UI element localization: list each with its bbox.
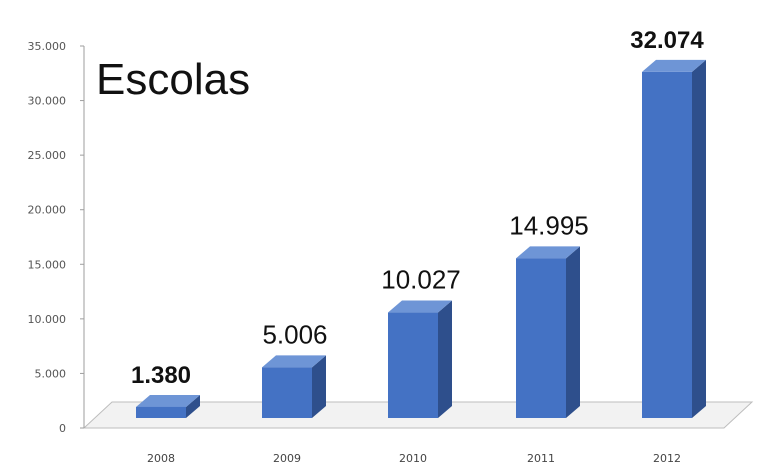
x-tick-label: 2008 (147, 452, 175, 465)
bar-top (262, 355, 326, 368)
bar (642, 59, 706, 418)
x-tick-label: 2012 (653, 452, 681, 465)
y-tick-label: 25.000 (28, 149, 67, 162)
bar-side (438, 300, 452, 418)
y-tick-label: 5.000 (35, 367, 67, 380)
bar-front (642, 71, 692, 418)
y-tick-label: 35.000 (28, 40, 67, 53)
bar-front (388, 312, 438, 418)
bar-front (136, 406, 186, 418)
bar-top (642, 59, 706, 72)
y-tick-label: 10.000 (28, 313, 67, 326)
bar-side (692, 59, 706, 418)
y-tick-label: 20.000 (28, 204, 67, 217)
x-axis-ticks: 2008 2009 2010 2011 2012 (147, 452, 681, 465)
data-label: 5.006 (262, 319, 327, 349)
bar-side (566, 246, 580, 418)
bar (516, 246, 580, 418)
bar-front (516, 258, 566, 418)
bars (136, 59, 706, 418)
y-tick-label: 15.000 (28, 258, 67, 271)
y-tick-label: 0 (59, 422, 66, 435)
data-label: 14.995 (509, 210, 589, 240)
data-label: 10.027 (381, 265, 461, 295)
bar-top (516, 246, 580, 259)
bar-top (136, 394, 200, 407)
x-tick-label: 2011 (527, 452, 555, 465)
y-tick-label: 30.000 (28, 95, 67, 108)
data-label: 1.380 (131, 362, 191, 389)
bar (136, 394, 200, 418)
bar-side (312, 355, 326, 418)
x-tick-label: 2010 (399, 452, 427, 465)
bar (262, 355, 326, 418)
x-tick-label: 2009 (273, 452, 301, 465)
chart-title: Escolas (96, 55, 250, 104)
data-labels: 1.380 5.006 10.027 14.995 32.074 (131, 27, 704, 389)
bar (388, 300, 452, 418)
bar-top (388, 300, 452, 313)
bar-front (262, 367, 312, 418)
bar-side (186, 394, 200, 418)
y-axis-ticks: 0 5.000 10.000 15.000 20.000 25.000 30.000 35.0… (28, 40, 84, 435)
data-label: 32.074 (630, 27, 704, 54)
